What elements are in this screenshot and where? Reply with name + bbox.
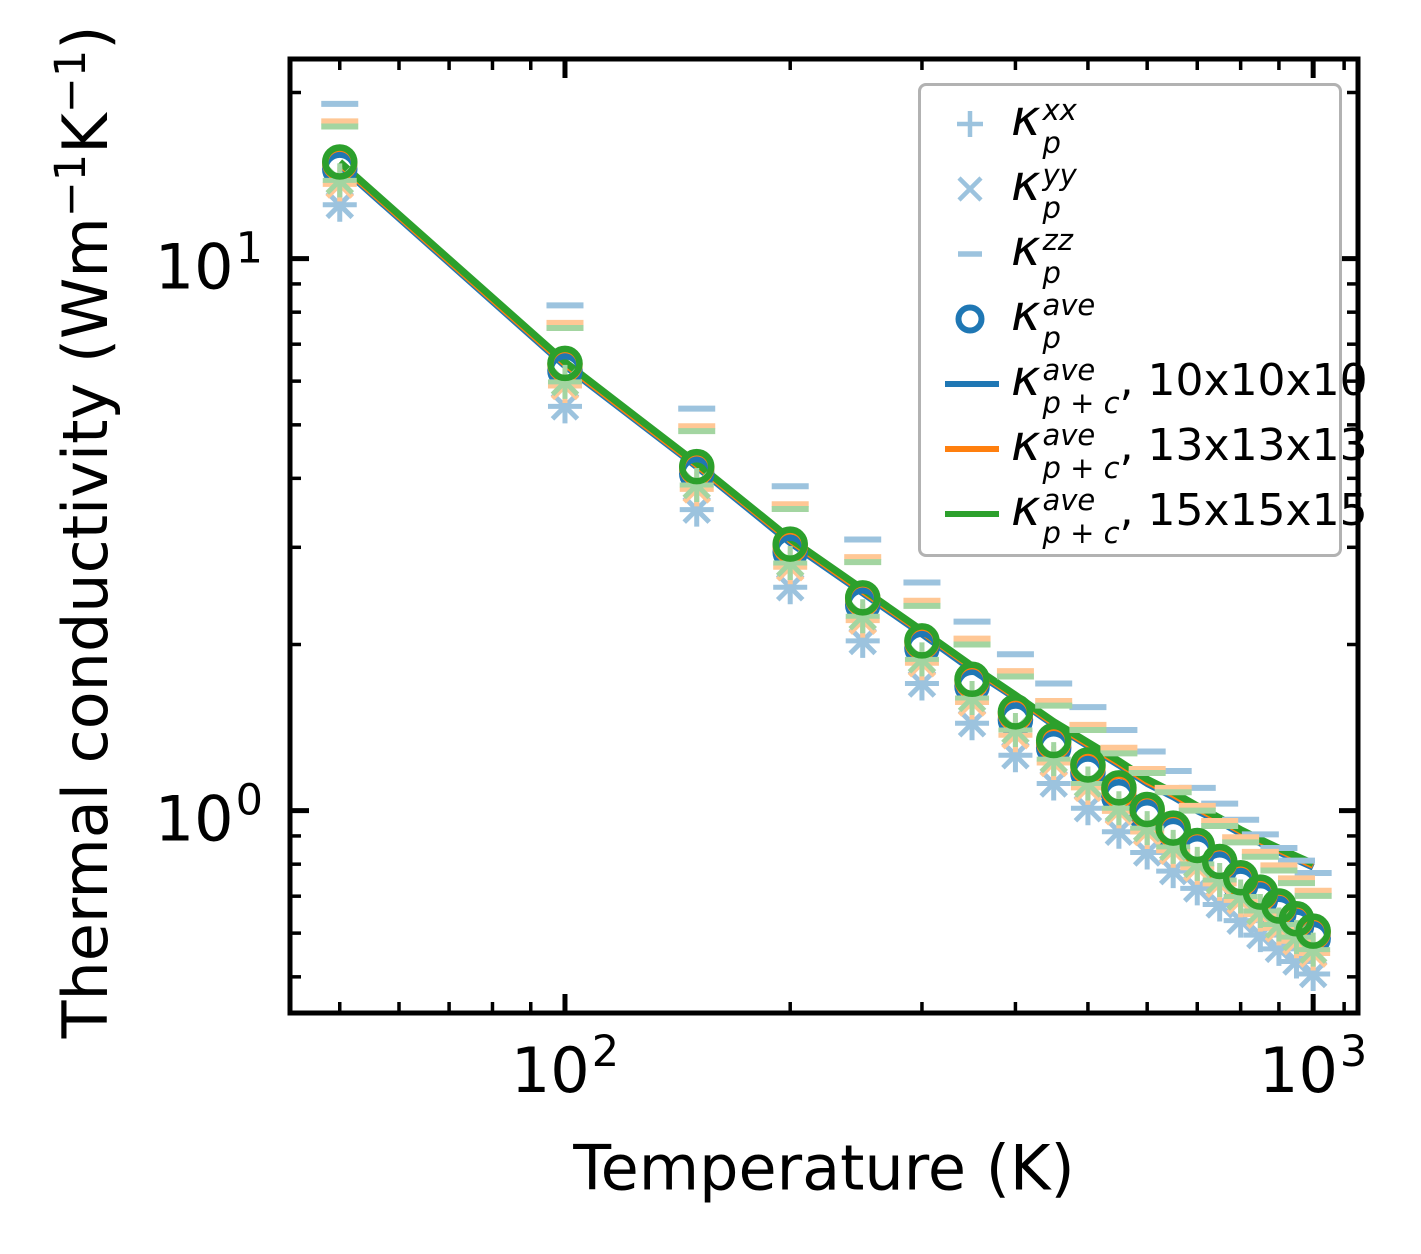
series-kp_zz_15x15x15 xyxy=(321,123,1332,899)
x-marker xyxy=(1039,769,1068,798)
x-tick-label: 103 xyxy=(1259,1027,1367,1107)
x-marker xyxy=(325,190,355,220)
circle-marker xyxy=(678,448,715,485)
ylabel-superscript: −1 xyxy=(46,153,97,218)
axes xyxy=(287,56,1361,1016)
legend-superscript: ave xyxy=(1042,483,1096,517)
x-marker xyxy=(957,708,987,738)
legend-entry: κ ave p + c, 10x10x10 xyxy=(933,349,1368,418)
x-marker xyxy=(550,392,580,421)
legend-x-icon xyxy=(957,175,983,202)
legend-entry: κ zz p xyxy=(933,219,1339,288)
circle-marker xyxy=(1295,913,1331,949)
y-tick-label: 100 xyxy=(155,776,263,856)
x-marker xyxy=(1132,838,1162,867)
legend: κ xx p κ yy p κ zz p κ ave p κ ave p + c, 10x10x10 κ ave… xyxy=(918,83,1368,557)
kappa-symbol: κ xyxy=(1011,414,1041,472)
circle-marker xyxy=(1070,747,1106,783)
legend-label: κ zz p xyxy=(1011,219,1073,288)
legend-subscript: p + c xyxy=(1042,386,1120,420)
circle-marker xyxy=(322,144,358,180)
x-axis-label: Temperature (K) xyxy=(573,1131,1075,1205)
legend-entry: κ xx p xyxy=(933,89,1339,158)
ylabel-text: ) xyxy=(48,25,122,50)
circle-marker xyxy=(954,661,990,698)
x-marker xyxy=(848,626,877,656)
legend-dash-icon xyxy=(958,250,982,257)
circle-marker xyxy=(997,694,1034,730)
legend-subscript: p + c xyxy=(1042,516,1120,550)
circle-marker xyxy=(1179,827,1216,864)
legend-label: κ ave p + c, 13x13x13 xyxy=(1011,414,1368,483)
legend-subscript: p + c xyxy=(1042,451,1120,485)
legend-suffix: , 13x13x13 xyxy=(1119,420,1368,471)
legend-subscript: p xyxy=(1042,321,1061,355)
circle-marker xyxy=(1155,810,1191,846)
legend-superscript: ave xyxy=(1042,353,1096,387)
legend-subscript: p xyxy=(1042,191,1061,225)
circle-marker xyxy=(1129,791,1165,828)
legend-suffix: , 15x15x15 xyxy=(1119,485,1368,536)
legend-supsub: ave p + c xyxy=(1042,486,1119,548)
legend-superscript: yy xyxy=(1042,158,1077,192)
legend-label: κ xx p xyxy=(1011,89,1077,158)
circle-marker xyxy=(772,526,808,562)
ylabel-text: Thermal conductivity (Wm xyxy=(48,217,122,1039)
series-kp_ave_15x15x15 xyxy=(322,144,1331,949)
legend-superscript: xx xyxy=(1042,93,1077,127)
legend-supsub: yy p xyxy=(1042,161,1076,223)
legend-plus-icon xyxy=(957,110,983,137)
legend-supsub: zz p xyxy=(1042,226,1072,288)
series-kp_zz_13x13x13 xyxy=(321,118,1332,894)
legend-label: κ ave p + c, 15x15x15 xyxy=(1011,479,1368,548)
legend-superscript: ave xyxy=(1042,418,1096,452)
y-axis-label: Thermal conductivity (Wm−1K−1) xyxy=(46,26,122,1039)
plot-spines xyxy=(287,56,1361,1016)
series-kp_zz_10x10x10 xyxy=(321,100,1332,877)
legend-entry: κ ave p xyxy=(933,284,1339,353)
ylabel-text: K xyxy=(48,113,122,154)
legend-entry: κ ave p + c, 15x15x15 xyxy=(933,479,1368,548)
x-marker xyxy=(1104,817,1134,846)
legend-superscript: zz xyxy=(1042,223,1073,257)
circle-marker xyxy=(904,623,940,659)
x-tick-label: 102 xyxy=(511,1027,619,1107)
legend-supsub: ave p xyxy=(1042,291,1095,353)
legend-label: κ yy p xyxy=(1011,154,1077,223)
x-marker xyxy=(682,495,711,524)
legend-superscript: ave xyxy=(1042,288,1096,322)
legend-subscript: p xyxy=(1042,126,1061,160)
circle-marker xyxy=(1035,722,1072,759)
kappa-symbol: κ xyxy=(1011,479,1041,537)
kappa-symbol: κ xyxy=(1011,219,1041,277)
kappa-symbol: κ xyxy=(1011,89,1041,147)
legend-supsub: xx p xyxy=(1042,96,1076,158)
kappa-symbol: κ xyxy=(1011,284,1041,342)
kappa-symbol: κ xyxy=(1011,349,1041,407)
x-marker xyxy=(1298,959,1328,989)
legend-label: κ ave p xyxy=(1011,284,1095,353)
legend-supsub: ave p + c xyxy=(1042,356,1119,418)
legend-suffix: , 10x10x10 xyxy=(1119,355,1368,406)
kappa-symbol: κ xyxy=(1011,154,1041,212)
legend-line-icon xyxy=(945,380,999,387)
x-marker xyxy=(907,669,937,698)
legend-entry: κ yy p xyxy=(933,154,1339,223)
legend-supsub: ave p + c xyxy=(1042,421,1119,483)
legend-label: κ ave p + c, 10x10x10 xyxy=(1011,349,1368,418)
ylabel-superscript: −1 xyxy=(46,49,97,114)
legend-entry: κ ave p + c, 13x13x13 xyxy=(933,414,1368,483)
y-tick-label: 101 xyxy=(155,224,263,304)
circle-marker xyxy=(844,580,881,616)
data-series xyxy=(321,100,1332,991)
circle-marker xyxy=(547,345,583,382)
x-marker xyxy=(1073,794,1103,823)
legend-circle-icon xyxy=(955,304,985,333)
legend-line-icon xyxy=(945,445,999,452)
circle-marker xyxy=(1101,770,1137,806)
legend-subscript: p xyxy=(1042,256,1061,290)
legend-line-icon xyxy=(945,510,999,517)
